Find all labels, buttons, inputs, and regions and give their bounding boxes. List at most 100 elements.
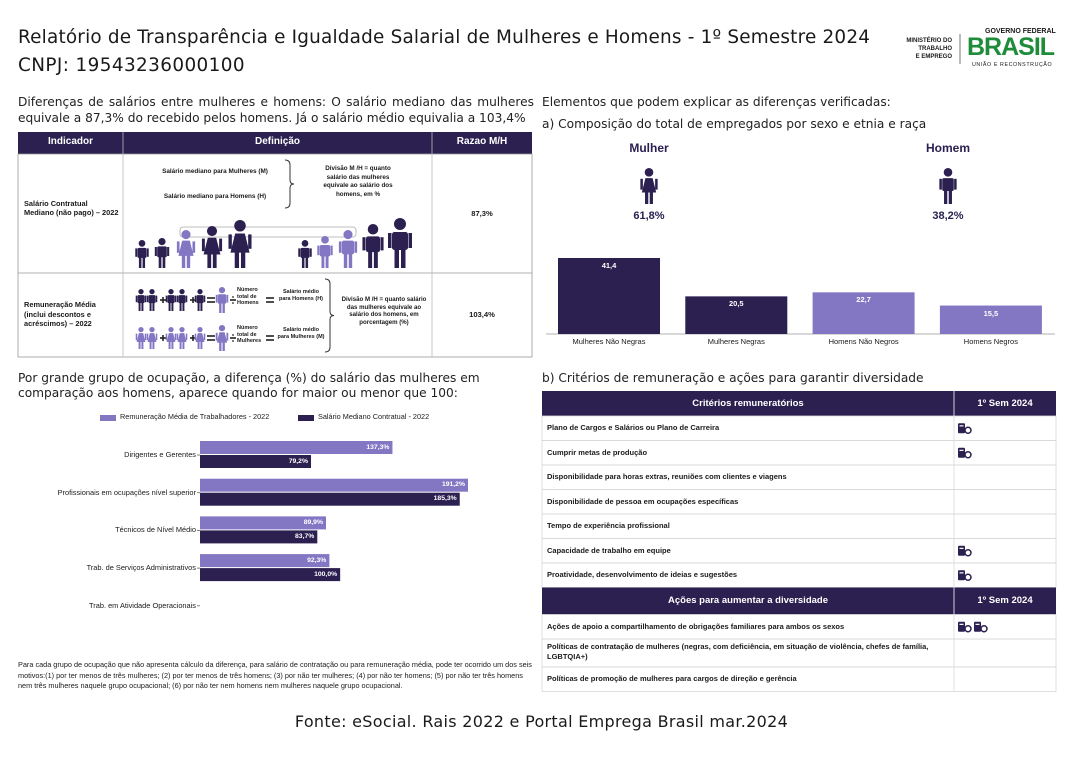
- person-leg: [152, 302, 155, 311]
- icon-part: [959, 572, 964, 574]
- y-category-label: Dirigentes e Gerentes: [124, 450, 196, 459]
- divide-dot: [232, 340, 234, 342]
- person-head: [218, 325, 226, 332]
- person-arm: [939, 178, 942, 190]
- icon-part: [964, 451, 972, 459]
- definition-label: Salário mediano para Homens (H): [163, 193, 267, 200]
- bar-value-label: 20,5: [728, 299, 744, 309]
- person-arm: [174, 333, 177, 341]
- person-leg: [649, 190, 653, 204]
- bar: [200, 568, 341, 582]
- person-leg: [212, 252, 217, 268]
- y-category-label: Trab. em Atividade Operacionais: [89, 600, 196, 610]
- bar-value-label: 22,7: [856, 295, 871, 305]
- person-leg: [182, 340, 185, 349]
- bar-value-label: 100,0%: [314, 570, 338, 578]
- person-head: [138, 289, 144, 295]
- person-icon: [176, 230, 196, 268]
- person-arm: [194, 333, 197, 341]
- person-leg: [207, 252, 212, 268]
- person-leg: [141, 340, 144, 349]
- person-arm: [155, 295, 158, 303]
- person-arm: [185, 295, 188, 303]
- bar: [200, 554, 330, 568]
- person-leg: [222, 341, 225, 351]
- person-head: [234, 220, 246, 232]
- person-arm: [215, 294, 218, 303]
- legend-swatch: [298, 415, 314, 421]
- gender-share: 38,2%: [932, 210, 964, 222]
- table-header-cell: Razao M/H: [456, 136, 508, 147]
- person-arm: [226, 332, 229, 341]
- bar-value-label: 41,4: [601, 261, 617, 270]
- person-arm: [155, 333, 158, 341]
- person-body: [217, 294, 227, 304]
- person-icon: [146, 327, 158, 349]
- person-icon: [298, 240, 312, 268]
- section-subheading: a) Composição do total de empregados por…: [542, 117, 927, 131]
- person-body: [137, 295, 145, 304]
- bar: [685, 296, 788, 334]
- table-header-cell: Indicador: [47, 136, 93, 147]
- person-arm: [146, 248, 149, 257]
- table-border: [17, 153, 533, 358]
- person-icon: [640, 168, 658, 204]
- person-leg: [149, 340, 152, 349]
- person-head: [168, 327, 174, 333]
- person-head: [138, 327, 144, 333]
- person-leg: [197, 340, 200, 349]
- icon-part: [964, 625, 972, 633]
- person-icon: [362, 224, 384, 268]
- cnpj: CNPJ: 19543236000100: [18, 55, 245, 76]
- person-head: [179, 327, 185, 333]
- person-icon: [388, 218, 412, 268]
- person-arm: [388, 233, 392, 248]
- x-category-label: Mulheres Não Negras: [572, 337, 646, 346]
- person-arm: [408, 233, 412, 248]
- person-leg: [373, 251, 378, 268]
- person-body: [137, 247, 147, 258]
- person-head: [367, 224, 379, 235]
- person-head: [149, 327, 155, 333]
- x-category-label: Homens Não Negros: [828, 337, 899, 346]
- criteria-icon: [958, 545, 972, 557]
- person-arm: [228, 234, 232, 249]
- x-category-label: Homens Negros: [963, 337, 1018, 346]
- criteria-header: [542, 587, 1056, 615]
- person-leg: [149, 302, 152, 311]
- person-leg: [182, 302, 185, 311]
- definition-label: Salário médio para Mulheres (M): [277, 327, 325, 340]
- person-leg: [325, 255, 329, 268]
- person-icon: [939, 168, 957, 204]
- section-heading: b) Critérios de remuneração e ações para…: [542, 371, 924, 385]
- person-head: [321, 236, 329, 244]
- person-leg: [158, 256, 162, 268]
- person-arm: [135, 295, 138, 303]
- indicator-cell: Salário Contratual Mediano (não pago) – …: [24, 198, 119, 218]
- table-header: [18, 132, 532, 154]
- person-head: [197, 327, 203, 333]
- person-head: [301, 240, 309, 247]
- legend-label: Remuneração Média de Trabalhadores - 202…: [120, 412, 270, 421]
- person-leg: [234, 249, 240, 268]
- person-head: [179, 289, 185, 295]
- person-arm: [309, 248, 312, 257]
- person-arm: [167, 247, 170, 256]
- criteria-label: Tempo de experiência profissional: [547, 521, 670, 530]
- person-icon: [154, 238, 170, 268]
- person-icon: [215, 325, 229, 351]
- ratio-cell: 87,3%: [471, 208, 493, 218]
- person-head: [181, 230, 191, 240]
- person-arm: [146, 333, 149, 341]
- person-arm: [194, 295, 197, 303]
- icon-part: [959, 623, 964, 625]
- icon-part: [958, 423, 965, 434]
- person-body: [392, 232, 408, 250]
- person-leg: [301, 257, 305, 268]
- person-leg: [321, 255, 325, 268]
- person-leg: [944, 190, 948, 204]
- legend-swatch: [100, 415, 116, 421]
- person-body: [148, 295, 156, 304]
- person-head: [644, 168, 654, 177]
